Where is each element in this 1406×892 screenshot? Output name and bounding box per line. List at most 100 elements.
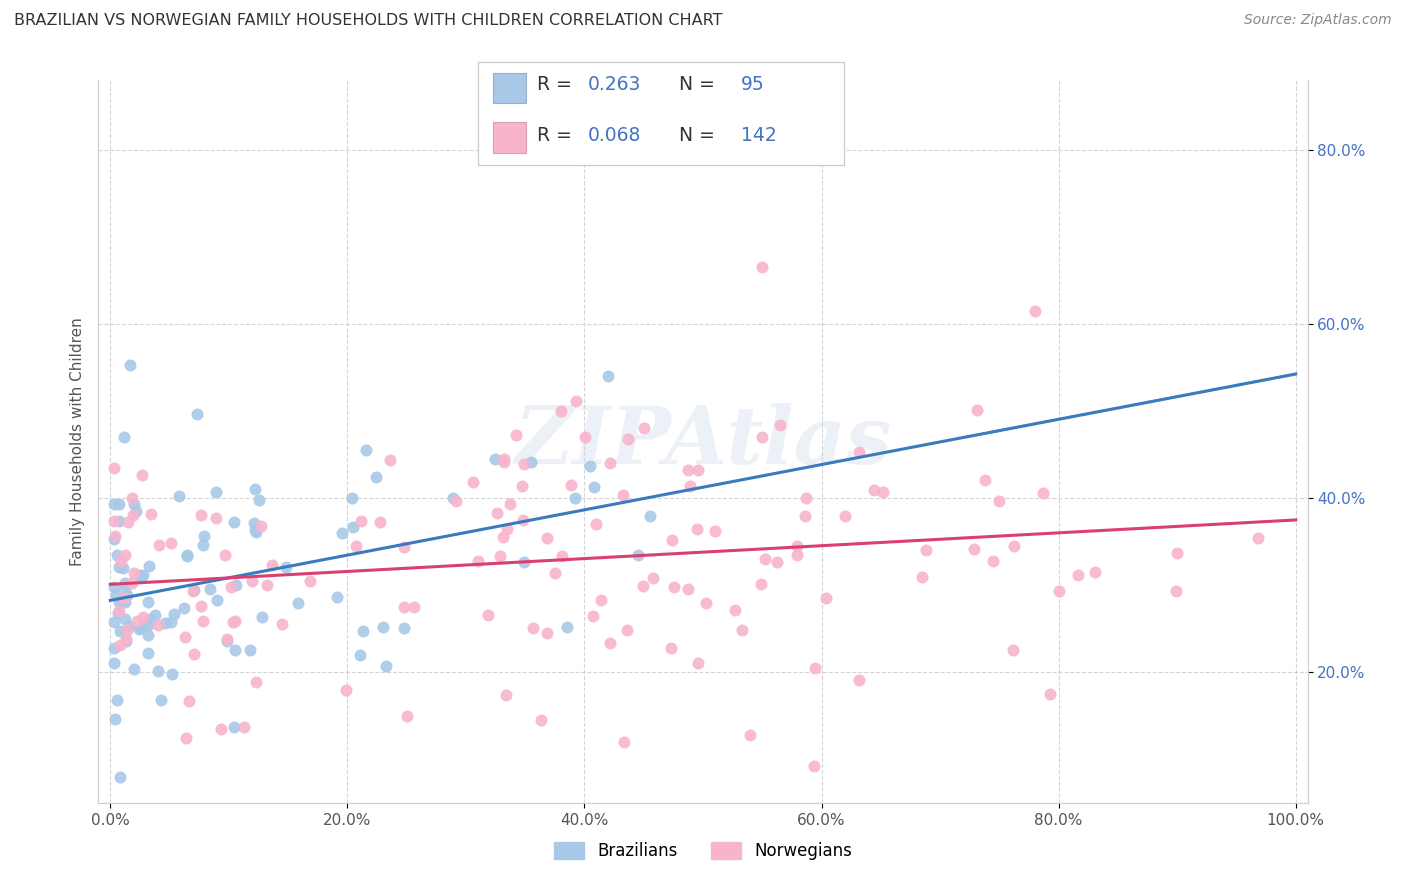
Point xyxy=(121,491,143,505)
Point xyxy=(122,508,145,522)
Point xyxy=(193,615,215,629)
Point xyxy=(139,507,162,521)
Bar xyxy=(492,73,526,103)
Point xyxy=(751,430,773,444)
Point xyxy=(513,555,536,569)
Point xyxy=(132,609,155,624)
Point xyxy=(115,632,138,646)
Point xyxy=(118,358,141,372)
Point xyxy=(1247,531,1270,545)
Point xyxy=(703,524,725,539)
Point xyxy=(368,515,391,529)
Point xyxy=(974,473,997,487)
Point xyxy=(224,643,246,657)
Point xyxy=(181,584,204,599)
Point xyxy=(814,591,837,605)
Point xyxy=(153,616,176,631)
Point xyxy=(461,475,484,489)
Point xyxy=(544,566,567,580)
Point xyxy=(520,455,543,469)
Point xyxy=(224,614,246,628)
Point xyxy=(392,620,415,634)
Point xyxy=(661,533,683,547)
Point xyxy=(121,576,143,591)
Point xyxy=(222,515,245,529)
Point xyxy=(794,491,817,505)
Point xyxy=(477,608,499,623)
Point xyxy=(103,615,125,630)
Point xyxy=(688,656,710,670)
Point xyxy=(274,560,297,574)
Point xyxy=(505,428,527,442)
Point xyxy=(834,508,856,523)
Point xyxy=(150,693,173,707)
Point xyxy=(167,489,190,503)
Point xyxy=(530,714,553,728)
Point xyxy=(661,640,683,655)
Point xyxy=(872,485,894,500)
Point xyxy=(114,633,136,648)
Point xyxy=(132,567,155,582)
Point xyxy=(679,479,702,493)
Point xyxy=(342,520,364,534)
Point xyxy=(190,599,212,614)
Point xyxy=(512,513,534,527)
Point xyxy=(1166,546,1188,560)
Point xyxy=(678,463,700,477)
Point xyxy=(612,488,634,502)
Point xyxy=(148,538,170,552)
Point xyxy=(176,549,198,563)
Point xyxy=(219,580,242,594)
Point xyxy=(143,607,166,622)
Point xyxy=(114,575,136,590)
Point xyxy=(129,567,152,582)
Point xyxy=(103,657,125,671)
Point xyxy=(245,675,267,690)
Point xyxy=(174,630,197,644)
Point xyxy=(536,626,558,640)
Point xyxy=(441,491,464,506)
Text: R =: R = xyxy=(537,126,578,145)
Point xyxy=(484,452,506,467)
Point xyxy=(205,511,228,525)
Point xyxy=(243,516,266,530)
Point xyxy=(863,483,886,497)
Point xyxy=(138,558,160,573)
Point xyxy=(915,543,938,558)
Point xyxy=(160,535,183,549)
Point xyxy=(786,539,808,553)
Point xyxy=(344,539,367,553)
Point xyxy=(115,588,138,602)
Point xyxy=(146,664,169,678)
Point xyxy=(114,430,136,444)
Point xyxy=(122,566,145,580)
Point xyxy=(966,403,988,417)
Point xyxy=(176,548,198,562)
Point xyxy=(1039,687,1062,701)
Point xyxy=(118,618,141,632)
Point xyxy=(138,628,160,642)
Point xyxy=(112,591,135,605)
Text: N =: N = xyxy=(679,126,721,145)
Point xyxy=(794,509,817,524)
Point xyxy=(564,394,586,409)
Point xyxy=(616,623,638,637)
Point xyxy=(342,491,364,505)
Point xyxy=(492,452,515,467)
Point xyxy=(103,580,125,594)
Point xyxy=(1164,583,1187,598)
Point xyxy=(350,514,373,528)
Point xyxy=(1084,565,1107,579)
Point xyxy=(574,430,596,444)
Point xyxy=(115,623,138,637)
Point xyxy=(598,369,620,384)
Bar xyxy=(492,122,526,153)
Point xyxy=(404,599,426,614)
Point xyxy=(1047,583,1070,598)
Point xyxy=(104,528,127,542)
Point xyxy=(662,581,685,595)
Point xyxy=(599,456,621,470)
Point xyxy=(962,541,984,556)
Point xyxy=(114,595,136,609)
Point xyxy=(179,694,201,708)
